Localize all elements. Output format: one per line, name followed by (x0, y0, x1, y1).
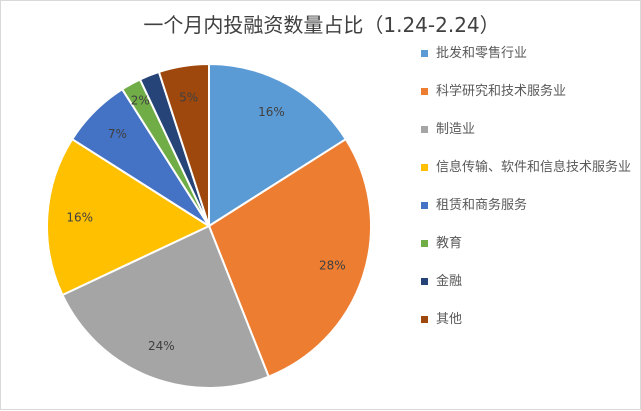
pie-slice-label-4: 16% (66, 210, 93, 224)
legend-item-5: 租赁和商务服务 (421, 197, 639, 214)
pie-slice-label-3: 24% (148, 339, 175, 353)
legend-label: 其他 (436, 312, 463, 327)
legend-swatch (421, 164, 428, 171)
chart-title: 一个月内投融资数量占比（1.24-2.24） (143, 13, 500, 37)
pie-slices (46, 62, 372, 389)
legend-swatch (421, 240, 428, 247)
legend-item-6: 教育 (421, 235, 639, 252)
legend-swatch (421, 316, 428, 323)
legend-item-1: 批发和零售行业 (421, 45, 639, 62)
legend-item-8: 其他 (421, 311, 639, 328)
legend-item-3: 制造业 (421, 121, 639, 138)
pie-slice-labels: 16% 28% 24% 16% 7% 2% 5% (66, 91, 345, 354)
legend-label: 金融 (436, 274, 463, 289)
legend-swatch (421, 278, 428, 285)
legend-label: 教育 (436, 236, 463, 251)
legend-swatch (421, 88, 428, 95)
legend-label: 制造业 (436, 122, 476, 137)
legend-label: 信息传输、软件和信息技术服务业 (436, 160, 632, 175)
pie-slice-label-5: 7% (108, 127, 127, 141)
pie-slice-2 (207, 137, 372, 378)
legend-item-4: 信息传输、软件和信息技术服务业 (421, 159, 639, 176)
pie-slice-1 (208, 62, 348, 228)
pie-slice-4 (46, 137, 212, 297)
pie-slice-label-6: 2% (131, 94, 150, 108)
legend-swatch (421, 202, 428, 209)
pie-slice-label-2: 28% (319, 259, 346, 273)
legend-swatch (421, 50, 428, 57)
legend-item-2: 科学研究和技术服务业 (421, 83, 639, 100)
pie-slice-3 (61, 224, 270, 389)
pie-slice-8 (157, 62, 210, 227)
pie-slice-label-8: 5% (179, 91, 198, 105)
legend-label: 批发和零售行业 (436, 46, 528, 61)
pie-slice-label-1: 16% (258, 105, 285, 119)
legend-label: 租赁和商务服务 (436, 198, 528, 213)
legend-label: 科学研究和技术服务业 (436, 84, 567, 99)
legend-swatch (421, 126, 428, 133)
legend-item-7: 金融 (421, 273, 639, 290)
